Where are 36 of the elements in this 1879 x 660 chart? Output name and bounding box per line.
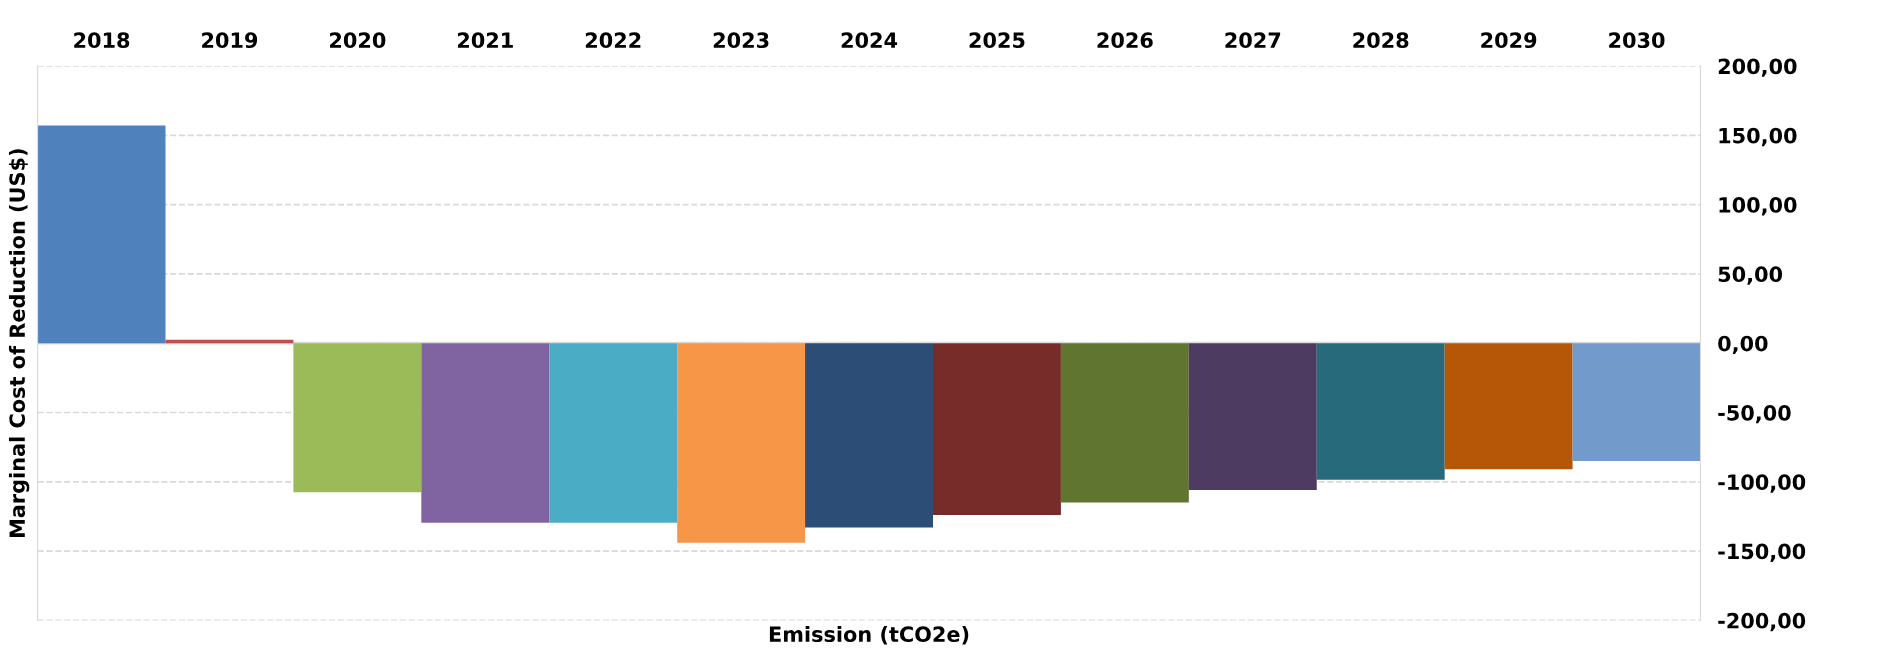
y-tick-label: -150,00	[1718, 543, 1806, 562]
y-axis-title: Marginal Cost of Reduction (US$)	[8, 149, 30, 538]
bar	[805, 343, 933, 528]
bar	[293, 343, 422, 493]
bar	[1188, 343, 1317, 491]
x-tick-label: 2026	[1097, 32, 1153, 49]
y-tick-label: 0,00	[1718, 335, 1768, 355]
x-tick-label: 2028	[1353, 32, 1409, 49]
x-tick-label: 2020	[330, 32, 386, 49]
bar	[1444, 343, 1573, 470]
bar	[1060, 343, 1189, 503]
x-axis-title: Emission (tCO2e)	[769, 625, 969, 645]
y-tick-label: 100,00	[1719, 197, 1797, 216]
x-tick-label: 2025	[969, 32, 1025, 49]
y-tick-label: -200,00	[1718, 612, 1806, 632]
x-tick-label: 2030	[1609, 32, 1665, 49]
x-tick-label: 2024	[841, 32, 898, 49]
x-tick-label: 2029	[1481, 32, 1537, 49]
bar	[549, 343, 678, 523]
bar	[1316, 343, 1445, 480]
x-tick-label: 2019	[202, 32, 258, 49]
y-tick-label: 50,00	[1718, 266, 1783, 285]
bar	[677, 343, 806, 543]
bar	[421, 343, 550, 523]
x-tick-label: 2023	[713, 32, 769, 49]
x-tick-label: 2027	[1225, 32, 1281, 49]
y-tick-label: -50,00	[1718, 404, 1791, 424]
y-tick-label: 150,00	[1719, 127, 1797, 147]
y-tick-label: 200,00	[1718, 58, 1797, 77]
bar	[933, 343, 1061, 516]
bar	[1572, 343, 1701, 462]
x-tick-label: 2021	[457, 32, 513, 49]
bar	[37, 125, 166, 344]
x-tick-label: 2018	[74, 32, 130, 49]
x-tick-label: 2022	[585, 32, 641, 49]
y-tick-label: -100,00	[1718, 474, 1806, 493]
